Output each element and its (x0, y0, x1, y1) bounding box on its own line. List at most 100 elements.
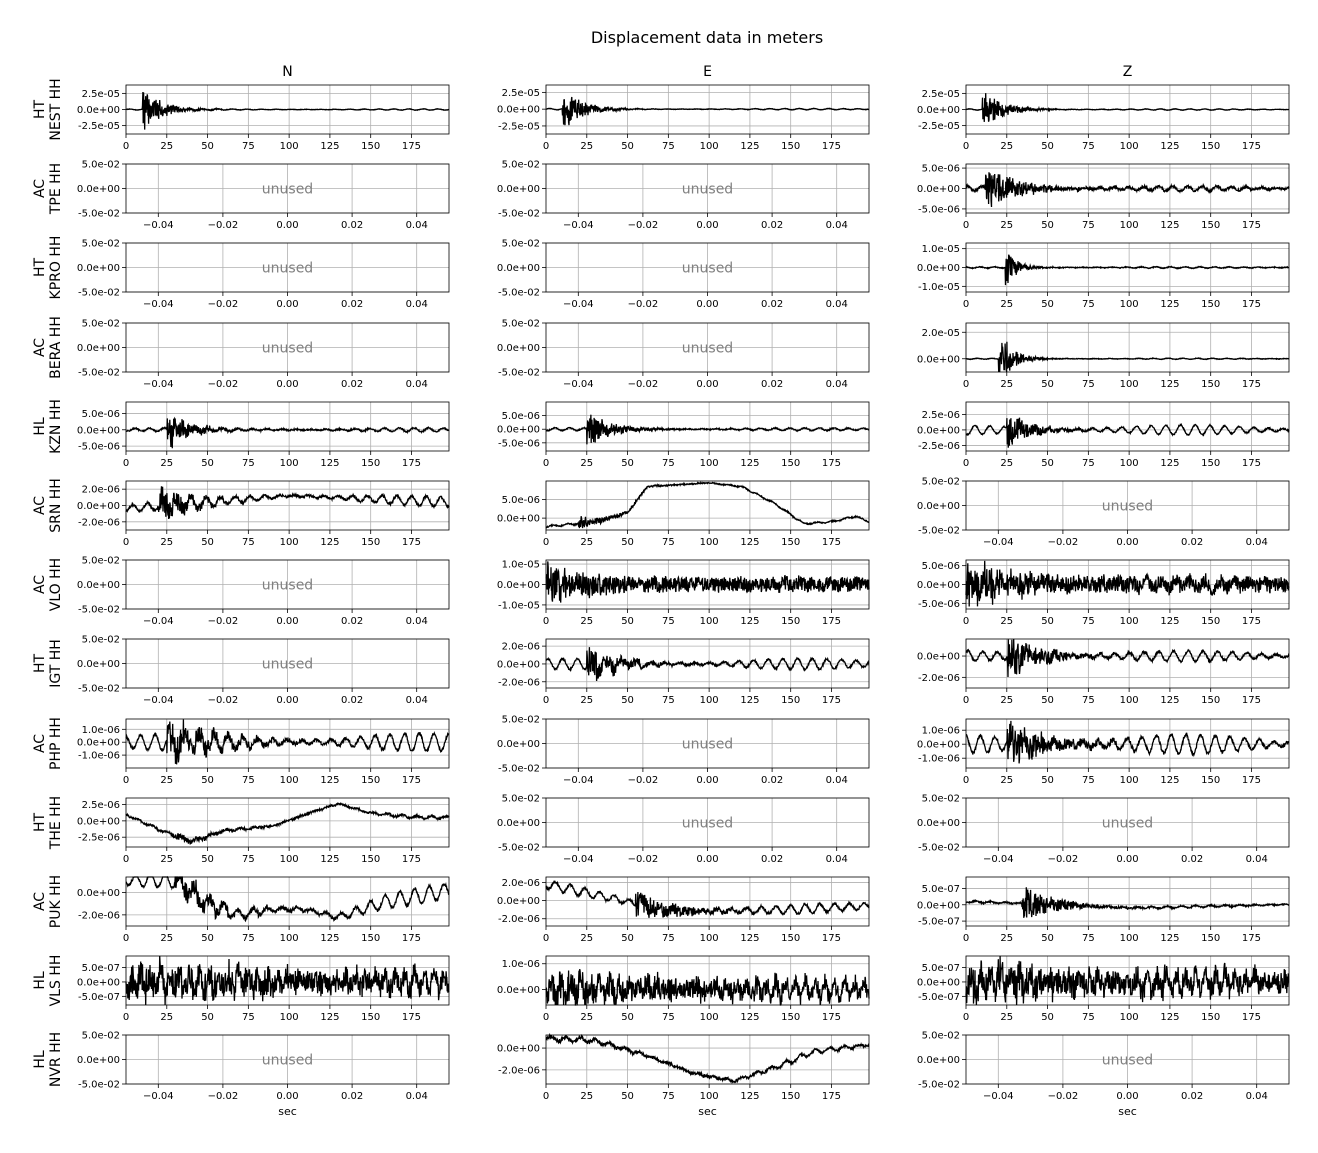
axes-frame (965, 638, 1290, 689)
y-tick-label: -2.0e-06 (918, 673, 960, 684)
subplot-2-0: unused −0.04 −0.02 0.00 0.02 0.04 5.0e-02 0.0e+… (77, 239, 450, 310)
y-tick-label: -2.0e-06 (78, 910, 120, 921)
x-tick-label: 75 (1082, 695, 1095, 706)
station-label: ACVLO HH (32, 558, 64, 611)
x-tick-label: 175 (402, 1012, 421, 1023)
y-tick-label: 5.0e-06 (82, 409, 120, 420)
y-tick-label: -5.0e-02 (78, 368, 120, 379)
x-tick-label: 50 (621, 1091, 634, 1102)
subplot-3-0: unused −0.04 −0.02 0.00 0.02 0.04 5.0e-02 0.0e+… (77, 319, 450, 390)
x-tick-label: 125 (1160, 299, 1179, 310)
x-tick-label: −0.04 (563, 299, 594, 310)
subplot-4-2: 0 25 50 75 100 125 150 175 2.5e-06 0.0e+00 -2.5e-0… (917, 401, 1290, 469)
x-tick-label: 125 (1160, 141, 1179, 152)
x-tick-label: 0 (543, 616, 549, 627)
x-tick-label: 175 (1242, 458, 1261, 469)
y-tick-label: 0.0e+00 (497, 985, 540, 996)
x-tick-label: 50 (1041, 616, 1054, 627)
station-label: HTIGT HH (32, 639, 64, 688)
x-tick-label: 100 (1120, 1012, 1139, 1023)
y-tick-label: 5.0e-07 (82, 963, 120, 974)
x-tick-label: 25 (580, 1091, 593, 1102)
x-tick-label: 75 (662, 141, 675, 152)
subplot-7-1: 0 25 50 75 100 125 150 175 2.0e-06 0.0e+00 -2.0e-0… (497, 638, 870, 706)
subplot-3-2: 0 25 50 75 100 125 150 175 2.0e-05 0.0e+00 (917, 322, 1290, 390)
x-tick-label: 25 (1000, 695, 1013, 706)
axes-frame (125, 955, 450, 1006)
x-tick-label: 0.04 (826, 854, 848, 865)
subplot-9-2: unused −0.04 −0.02 0.00 0.02 0.04 5.0e-02 0.0e+… (917, 794, 1290, 865)
x-tick-label: 175 (822, 616, 841, 627)
x-tick-label: 0.04 (406, 220, 428, 231)
x-tick-label: −0.04 (143, 220, 174, 231)
x-tick-label: 100 (700, 458, 719, 469)
waveform-trace (965, 417, 1290, 448)
y-tick-label: -5.0e-07 (918, 917, 960, 928)
y-tick-label: 5.0e-02 (82, 556, 120, 567)
y-tick-label: 0.0e+00 (917, 425, 960, 436)
y-tick-label: -1.0e-05 (918, 282, 960, 293)
y-tick-label: 5.0e-02 (502, 239, 540, 250)
waveform-trace (125, 486, 450, 520)
x-tick-label: 0.02 (1181, 1091, 1203, 1102)
x-tick-label: 100 (700, 1091, 719, 1102)
subplot-0-1: 0 25 50 75 100 125 150 175 2.5e-05 0.0e+00 -2.5e-0… (497, 84, 870, 152)
y-tick-label: 1.0e-05 (922, 244, 960, 255)
y-tick-label: 5.0e-02 (502, 160, 540, 171)
x-tick-label: 125 (740, 695, 759, 706)
x-tick-label: −0.02 (208, 616, 239, 627)
x-tick-label: 175 (822, 1091, 841, 1102)
x-tick-label: −0.04 (143, 616, 174, 627)
waveform-trace (125, 801, 450, 845)
x-tick-label: 150 (781, 537, 800, 548)
subplot-2-2: 0 25 50 75 100 125 150 175 1.0e-05 0.0e+00 -1.0e-0… (917, 242, 1290, 310)
subplot-8-0: 0 25 50 75 100 125 150 175 1.0e-06 0.0e+00 -1.0e-0… (77, 718, 450, 786)
x-tick-label: −0.02 (1048, 537, 1079, 548)
axes-frame (965, 401, 1290, 452)
unused-label: unused (262, 657, 313, 673)
x-tick-label: 0 (963, 1012, 969, 1023)
x-tick-label: 50 (201, 933, 214, 944)
x-tick-label: 0 (963, 616, 969, 627)
station-label: HLKZN HH (32, 399, 64, 454)
y-tick-label: 2.0e-06 (82, 485, 120, 496)
waveform-trace (545, 1032, 870, 1085)
x-tick-label: 100 (1120, 458, 1139, 469)
x-tick-label: 0.00 (276, 616, 298, 627)
x-tick-label: 75 (1082, 1012, 1095, 1023)
x-tick-label: 75 (1082, 933, 1095, 944)
y-tick-label: 0.0e+00 (497, 659, 540, 670)
x-tick-label: 75 (242, 775, 255, 786)
y-tick-label: 0.0e+00 (77, 977, 120, 988)
x-tick-label: 0 (963, 933, 969, 944)
y-tick-label: 1.0e-05 (502, 560, 540, 571)
x-tick-label: 100 (1120, 220, 1139, 231)
x-tick-label: 100 (700, 1012, 719, 1023)
x-tick-label: −0.02 (628, 775, 659, 786)
x-tick-label: 175 (1242, 695, 1261, 706)
y-tick-label: 0.0e+00 (917, 263, 960, 274)
subplot-8-2: 0 25 50 75 100 125 150 175 1.0e-06 0.0e+00 -1.0e-0… (917, 718, 1290, 786)
x-tick-label: 125 (740, 933, 759, 944)
unused-label: unused (682, 261, 733, 277)
x-axis-label: sec (1118, 1105, 1137, 1118)
waveform-trace (545, 879, 870, 918)
x-tick-label: 175 (1242, 379, 1261, 390)
x-tick-label: 175 (822, 458, 841, 469)
x-tick-label: 0 (543, 1091, 549, 1102)
y-tick-label: 5.0e-02 (82, 160, 120, 171)
subplot-0-0: 0 25 50 75 100 125 150 175 2.5e-05 0.0e+00 -2.5e-0… (77, 84, 450, 152)
x-tick-label: 0.04 (1246, 854, 1268, 865)
subplot-11-0: 0 25 50 75 100 125 150 175 5.0e-07 0.0e+00 -5.0e-0… (77, 955, 450, 1023)
y-tick-label: 0.0e+00 (77, 1055, 120, 1066)
x-tick-label: 0.04 (406, 616, 428, 627)
x-tick-label: 75 (1082, 299, 1095, 310)
x-tick-label: 150 (361, 1012, 380, 1023)
y-tick-label: 0.0e+00 (497, 896, 540, 907)
x-tick-label: 0.00 (276, 299, 298, 310)
y-tick-label: -5.0e-02 (498, 843, 540, 854)
y-tick-label: 5.0e-02 (502, 319, 540, 330)
y-tick-label: -5.0e-02 (78, 605, 120, 616)
x-tick-label: −0.04 (143, 695, 174, 706)
x-tick-label: 25 (160, 1012, 173, 1023)
